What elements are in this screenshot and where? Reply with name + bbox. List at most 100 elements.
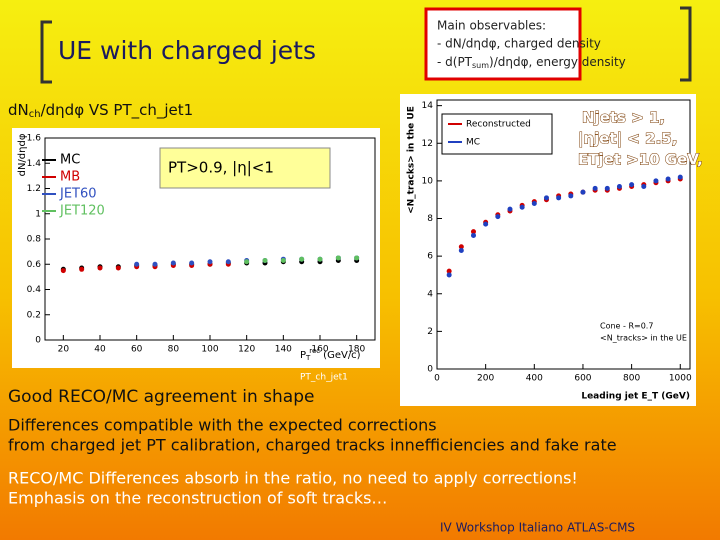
agreement: Good RECO/MC agreement in shape: [8, 387, 314, 407]
data-point: [531, 200, 537, 206]
data-point: [519, 204, 525, 210]
data-point: [317, 256, 323, 262]
data-point: [556, 195, 562, 201]
data-point: [604, 185, 610, 191]
x-tick-label: 400: [526, 374, 543, 384]
y-tick-label: 4: [427, 289, 433, 299]
x-tick-label: 20: [58, 345, 70, 355]
data-point: [470, 229, 476, 235]
legend-label: MC: [60, 153, 80, 168]
x-tick-label: 120: [238, 345, 255, 355]
data-point: [170, 260, 176, 266]
y-tick-label: 0.2: [27, 310, 41, 320]
legend-label: Reconstructed: [466, 120, 531, 130]
below-label: PT_ch_jet1: [300, 373, 348, 383]
title: UE with charged jets: [58, 36, 316, 65]
right-note: <N_tracks> in the UE: [600, 334, 687, 343]
x-tick-label: 200: [477, 374, 494, 384]
data-point: [60, 268, 66, 274]
x-tick-label: 100: [201, 345, 218, 355]
cap-part: /dηdφ VS PT_ch_jet1: [41, 101, 194, 120]
observables-box: [424, 7, 582, 81]
data-point: [507, 206, 513, 212]
data-point: [458, 244, 464, 250]
body-text: Differences compatible with the expected…: [8, 416, 437, 435]
x-tick-label: 40: [94, 345, 106, 355]
data-point: [470, 232, 476, 238]
body-text: Emphasis on the reconstruction of soft t…: [8, 489, 387, 508]
data-point: [653, 178, 659, 184]
y-tick-label: 12: [422, 139, 433, 149]
data-point: [262, 257, 268, 263]
data-point: [458, 247, 464, 253]
right-y-label: <N_tracks> in the UE: [407, 106, 417, 214]
x-tick-label: 600: [574, 374, 591, 384]
x-tick-label: 180: [348, 345, 365, 355]
data-point: [568, 193, 574, 199]
y-tick-label: 0.8: [27, 235, 42, 245]
bracket-right: [680, 6, 692, 82]
data-point: [79, 266, 85, 272]
legend-label: JET60: [59, 187, 97, 202]
obs-part: )/dηdφ, energy density: [489, 55, 626, 69]
x-tick-label: 160: [311, 345, 328, 355]
right-legend-box: [441, 113, 553, 155]
y-tick-label: 0.4: [27, 285, 42, 295]
y-tick-label: 1: [35, 209, 41, 219]
cut: |ηjet| < 2.5,: [578, 130, 677, 149]
body-text: from charged jet PT calibration, charged…: [8, 436, 617, 455]
data-point: [592, 185, 598, 191]
right-x-label: Leading jet E_T (GeV): [581, 392, 690, 402]
data-point: [335, 255, 341, 261]
data-point: [207, 259, 213, 265]
annotation: PT>0.9, |η|<1: [168, 159, 274, 177]
body-text: RECO/MC Differences absorb in the ratio,…: [8, 469, 578, 488]
legend-label: MC: [466, 138, 480, 148]
observables: Main observables: - dN/dηdφ, charged den…: [437, 19, 626, 70]
right-note: Cone - R=0.7: [600, 322, 653, 331]
x-tick-label: 80: [168, 345, 180, 355]
data-point: [641, 184, 647, 190]
obs-line: - dN/dηdφ, charged density: [437, 37, 601, 51]
x-tick-label: 0: [434, 374, 440, 384]
data-point: [134, 261, 140, 267]
data-point: [580, 189, 586, 195]
data-point: [629, 182, 635, 188]
data-point: [152, 261, 158, 267]
obs-part: - d(PT: [437, 55, 473, 69]
left-y-label: dN/dηdφ: [17, 133, 28, 176]
annotation-box: [159, 147, 331, 189]
data-point: [446, 268, 452, 274]
x-tick-label: 140: [275, 345, 292, 355]
right-plot-frame: [436, 99, 691, 370]
cut: Njets > 1,: [582, 109, 665, 127]
footer: IV Workshop Italiano ATLAS-CMS: [440, 521, 635, 535]
y-tick-label: 1.6: [27, 134, 42, 144]
y-tick-label: 8: [427, 214, 433, 224]
data-point: [616, 184, 622, 190]
y-tick-label: 0.6: [27, 260, 42, 270]
data-point: [446, 272, 452, 278]
data-point: [543, 195, 549, 201]
data-point: [280, 257, 286, 263]
y-tick-label: 0: [427, 365, 433, 375]
x-tick-label: 60: [131, 345, 143, 355]
xl-part: P: [300, 350, 306, 361]
cut: ETjet >10 GeV,: [578, 151, 703, 169]
obs-heading: Main observables:: [437, 19, 546, 33]
data-point: [354, 255, 360, 261]
cap-sub: ch: [29, 109, 41, 120]
data-point: [483, 221, 489, 227]
y-tick-label: 6: [427, 252, 433, 262]
data-point: [189, 260, 195, 266]
legend-label: JET120: [59, 204, 105, 219]
x-tick-label: 1000: [669, 374, 692, 384]
bracket-left: [40, 20, 52, 84]
obs-line: - d(PTsum)/dηdφ, energy density: [437, 55, 626, 70]
y-tick-label: 10: [422, 176, 434, 186]
data-point: [115, 265, 121, 271]
y-tick-label: 1.4: [27, 159, 42, 169]
xl-sub: T: [305, 354, 311, 362]
data-point: [495, 214, 501, 220]
